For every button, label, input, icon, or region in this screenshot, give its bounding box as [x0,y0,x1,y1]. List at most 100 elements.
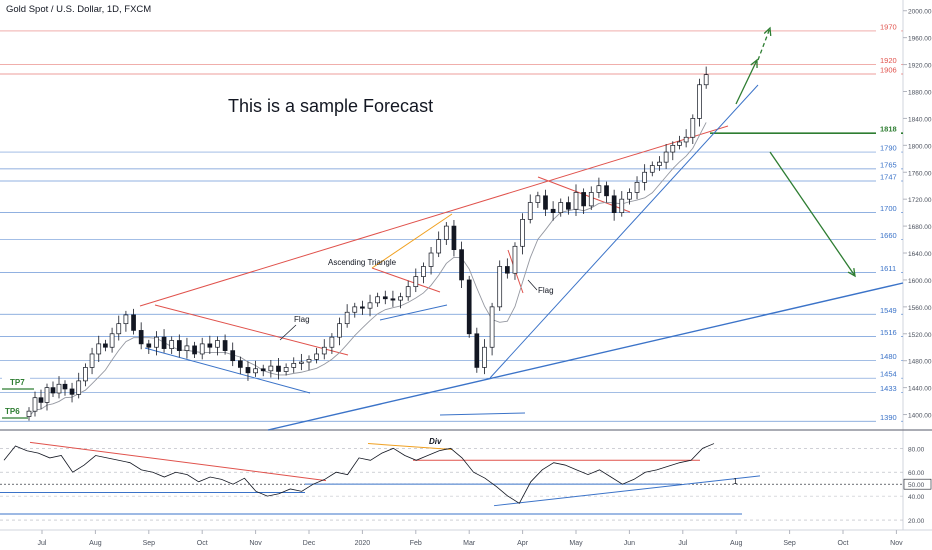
candle-body-9 [83,367,88,382]
price-tick-label-5: 1800.00 [908,143,932,150]
tp7-label: TP7 [10,378,25,387]
level-label-bg-1549 [876,305,901,316]
price-tick-label-1: 1960.00 [908,36,932,43]
triangle-base [379,304,448,321]
triangle-upper [371,213,453,269]
candle-body-48 [375,296,381,304]
forecast-annotation: This is a sample Forecast [228,96,433,116]
indicator-rising-support [493,475,761,507]
level-label-1480: 1480 [880,352,897,361]
candle-body-22 [176,340,182,351]
price-tick-label-11: 1560.00 [908,305,932,312]
indicator-falling-resistance [29,441,327,482]
level-label-1765: 1765 [880,160,897,169]
ma-polyline [28,122,707,417]
candle-body-11 [96,343,102,355]
candle-body-35 [276,365,281,372]
candle-body-20 [161,336,167,349]
forecast-arrows [735,26,856,278]
time-label-Sep: Sep [783,540,796,547]
candle-body-52 [405,286,411,298]
price-axis-background[interactable] [903,0,932,550]
price-tick-label-14: 1440.00 [908,386,932,393]
flag2-pointer [527,279,538,291]
indicator-tick-label-1: 60.00 [908,470,925,477]
candle-body-79 [611,195,617,213]
indicator-line [3,443,715,504]
candle-body-40 [314,353,319,360]
candle-body-74 [573,192,579,210]
candle-body-75 [581,192,586,207]
candle-body-67 [520,219,525,247]
price-tick-label-3: 1880.00 [908,89,932,96]
level-label-bg-1970 [876,21,901,32]
flag1-lower [144,347,311,394]
candle-body-0 [26,410,32,417]
candle-body-17 [138,330,144,345]
moving-average [28,122,707,417]
candle-body-10 [89,353,95,368]
bull-arrow-2-shaft [757,27,771,61]
candle-body-8 [76,380,82,395]
time-label-Feb: Feb [410,540,422,547]
bear-arrow-head [847,267,856,278]
candle-body-5 [56,383,62,394]
price-tick-label-2: 1920.00 [908,63,932,70]
time-label-Oct: Oct [838,540,849,547]
candle-body-25 [199,343,205,355]
candle-body-80 [619,198,625,213]
wave-label-1: 1 [733,477,738,486]
candle-body-53 [413,276,419,288]
candle-body-37 [291,363,297,368]
candle-body-32 [253,368,258,374]
level-label-bg-1660 [876,230,901,241]
time-label-Nov: Nov [249,540,262,547]
level-label-1660: 1660 [880,231,897,240]
candle-body-19 [154,336,159,348]
candle-body-49 [382,296,388,300]
time-axis: Jul Aug Sep Oct Nov Dec 2020 Feb Mar Apr May Jun Jul… [38,530,903,547]
price-axis: 2000.00 1960.00 1920.00 1880.00 1840.00 1800.… [903,9,932,525]
price-tick-label-9: 1640.00 [908,251,932,258]
candle-body-24 [192,345,197,355]
indicator-tick-label-4: 20.00 [908,518,925,525]
time-label-Aug: Aug [89,540,102,547]
level-label-bg-1747 [876,172,901,183]
price-tick-label-10: 1600.00 [908,278,932,285]
divergence-label: Div [429,437,442,446]
time-label-Apr: Apr [517,540,529,547]
candle-body-84 [649,165,655,173]
indicator-value-box [903,478,932,490]
candle-body-27 [215,340,220,348]
rising-wedge-upper [139,125,729,307]
candle-body-90 [690,118,696,138]
candle-body-2 [38,397,44,403]
level-label-bg-1611 [876,263,901,274]
level-label-bg-1700 [876,203,901,214]
price-tick-label-6: 1760.00 [908,170,932,177]
chart-title: Gold Spot / U.S. Dollar, 1D, FXCM [6,4,151,15]
candle-body-83 [642,171,648,183]
candle-body-81 [627,192,632,200]
candle-body-44 [344,311,350,325]
candle-body-78 [604,185,609,197]
candle-body-33 [260,368,266,372]
candle-body-66 [512,245,518,274]
price-tick-label-4: 1840.00 [908,116,932,123]
candle-body-15 [123,314,129,325]
candle-body-63 [489,306,495,348]
candle-body-42 [329,336,335,348]
level-label-1920: 1920 [880,56,897,65]
candle-body-50 [390,298,396,301]
horizontal-levels [0,30,903,422]
flag-label-2: Flag [538,286,554,295]
candle-body-38 [299,361,304,364]
candle-body-92 [703,74,709,86]
candle-body-46 [360,306,365,309]
candle-body-76 [588,192,594,207]
level-label-1390: 1390 [880,413,897,422]
candle-body-85 [657,161,662,166]
candle-body-36 [283,367,289,372]
